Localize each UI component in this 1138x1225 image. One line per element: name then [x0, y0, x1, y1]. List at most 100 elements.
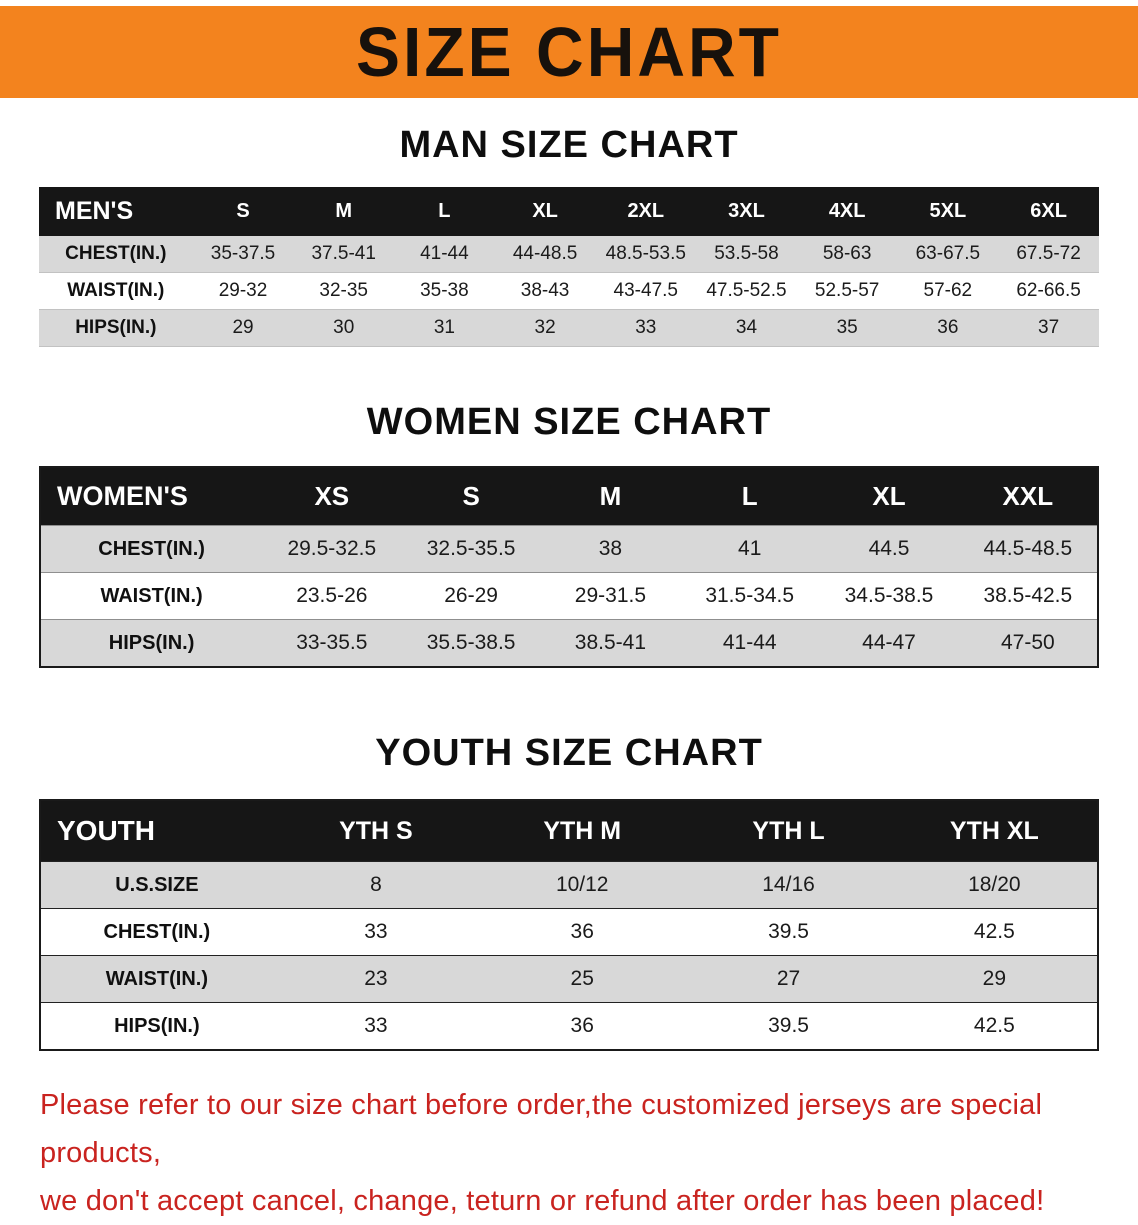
size-chart-banner: SIZE CHART: [0, 6, 1138, 98]
value-cell: 39.5: [768, 1014, 809, 1037]
row-label-cell: HIPS(IN.): [114, 1014, 200, 1037]
table-row: HIPS(IN.) 33-35.5 35.5-38.5 38.5-41 41-44 44-…: [40, 619, 1098, 667]
value-cell: 29-32: [218, 280, 268, 301]
men-size-chart-heading: MAN SIZE CHART: [399, 124, 739, 166]
size-header-cell: XXL: [958, 467, 1098, 526]
value-cell: 35.5-38.5: [426, 631, 516, 654]
value-cell: 26-29: [444, 584, 498, 607]
value-cell: 47-50: [1000, 631, 1055, 654]
value-cell: 48.5-53.5: [605, 243, 686, 264]
row-label-cell: CHEST(IN.): [103, 920, 211, 943]
disclaimer-line-1: Please refer to our size chart before or…: [40, 1089, 1043, 1169]
value-cell: 29-31.5: [574, 584, 647, 607]
value-cell: 38.5-42.5: [983, 584, 1073, 607]
value-cell: 67.5-72: [1016, 243, 1081, 264]
value-cell: 38: [598, 537, 623, 560]
table-title-cell: WOMEN'S: [40, 467, 263, 526]
value-cell: 33: [364, 920, 388, 943]
size-header-cell: 5XL: [897, 187, 999, 236]
women-table-header-row: WOMEN'S XS S M L XL XXL: [40, 467, 1098, 526]
value-cell: 31: [433, 317, 455, 338]
value-cell: 36: [570, 1014, 594, 1037]
men-size-table: MEN'S S M L XL 2XL 3XL 4XL 5XL 6XL CHEST(IN.) 35-3…: [39, 187, 1099, 347]
size-header-cell: 3XL: [696, 187, 797, 236]
value-cell: 44.5-48.5: [983, 537, 1073, 560]
value-cell: 35-37.5: [210, 243, 276, 264]
value-cell: 27: [776, 967, 801, 990]
value-cell: 29: [982, 967, 1007, 990]
value-cell: 37.5-41: [311, 243, 376, 264]
value-cell: 10/12: [555, 873, 609, 896]
value-cell: 36: [937, 317, 959, 338]
size-header-cell: S: [401, 467, 541, 526]
women-size-table: WOMEN'S XS S M L XL XXL CHEST(IN.) 29.5-32.5 32.…: [39, 466, 1099, 668]
value-cell: 39.5: [768, 920, 809, 943]
youth-table-header-row: YOUTH YTH S YTH M YTH L YTH XL: [40, 800, 1098, 862]
table-row: CHEST(IN.) 33 36 39.5 42.5: [40, 908, 1098, 956]
value-cell: 43-47.5: [613, 280, 678, 301]
value-cell: 37: [1038, 317, 1060, 338]
value-cell: 38-43: [520, 280, 570, 301]
youth-size-chart-heading: YOUTH SIZE CHART: [375, 732, 763, 774]
size-chart-title: SIZE CHART: [356, 13, 782, 91]
value-cell: 32.5-35.5: [426, 537, 516, 560]
table-row: CHEST(IN.) 29.5-32.5 32.5-35.5 38 41 44.5 44.5…: [40, 525, 1098, 573]
value-cell: 14/16: [762, 873, 815, 896]
men-size-chart-section: MAN SIZE CHART MEN'S S M L XL 2XL 3XL 4XL 5XL 6XL…: [0, 124, 1138, 347]
value-cell: 38.5-41: [574, 631, 647, 654]
value-cell: 58-63: [822, 243, 872, 264]
size-header-cell: YTH L: [685, 800, 892, 862]
youth-size-table: YOUTH YTH S YTH M YTH L YTH XL U.S.SIZE 8 10/1…: [39, 799, 1099, 1051]
value-cell: 57-62: [923, 280, 973, 301]
size-header-cell: L: [394, 187, 495, 236]
size-header-cell: YTH S: [272, 800, 480, 862]
table-row: WAIST(IN.) 29-32 32-35 35-38 38-43 43-47.5 47.…: [39, 272, 1099, 310]
value-cell: 41: [738, 537, 762, 560]
row-label-cell: CHEST(IN.): [65, 243, 167, 264]
value-cell: 35: [836, 317, 858, 338]
value-cell: 35-38: [420, 280, 469, 301]
table-row: CHEST(IN.) 35-37.5 37.5-41 41-44 44-48.5 48.5…: [39, 236, 1099, 273]
disclaimer-line-2: we don't accept cancel, change, teturn o…: [40, 1185, 1045, 1217]
value-cell: 52.5-57: [814, 280, 880, 301]
size-header-cell: 6XL: [998, 187, 1099, 236]
size-header-cell: S: [192, 187, 294, 236]
table-row: U.S.SIZE 8 10/12 14/16 18/20: [40, 861, 1098, 909]
value-cell: 33: [635, 317, 657, 338]
value-cell: 23.5-26: [296, 584, 368, 607]
value-cell: 41-44: [420, 243, 469, 264]
value-cell: 41-44: [722, 631, 777, 654]
size-header-cell: M: [540, 467, 681, 526]
size-header-cell: 2XL: [595, 187, 697, 236]
row-label-cell: HIPS(IN.): [108, 631, 195, 654]
table-title-cell: YOUTH: [40, 800, 273, 862]
size-header-cell: XL: [494, 187, 596, 236]
women-size-chart-heading: WOMEN SIZE CHART: [366, 401, 772, 443]
men-table-header-row: MEN'S S M L XL 2XL 3XL 4XL 5XL 6XL: [39, 187, 1099, 236]
table-row: HIPS(IN.) 29 30 31 32 33 34 35 36 37: [39, 309, 1099, 347]
value-cell: 42.5: [973, 1014, 1015, 1037]
value-cell: 29: [232, 317, 254, 338]
value-cell: 25: [570, 967, 594, 990]
value-cell: 62-66.5: [1016, 280, 1081, 301]
value-cell: 44-47: [862, 631, 916, 654]
value-cell: 36: [570, 920, 594, 943]
value-cell: 44-48.5: [512, 243, 578, 264]
size-header-cell: YTH XL: [891, 800, 1098, 862]
value-cell: 29.5-32.5: [287, 537, 377, 560]
size-header-cell: XS: [262, 467, 402, 526]
value-cell: 18/20: [968, 873, 1021, 896]
value-cell: 33-35.5: [296, 631, 368, 654]
value-cell: 63-67.5: [915, 243, 981, 264]
value-cell: 8: [370, 873, 382, 896]
value-cell: 53.5-58: [714, 243, 779, 264]
row-label-cell: HIPS(IN.): [75, 317, 157, 338]
value-cell: 44.5: [868, 537, 910, 560]
women-size-chart-section: WOMEN SIZE CHART WOMEN'S XS S M L XL XXL CHEST…: [0, 401, 1138, 668]
value-cell: 34: [735, 317, 758, 338]
youth-size-chart-section: YOUTH SIZE CHART YOUTH YTH S YTH M YTH L YTH…: [0, 732, 1138, 1051]
table-row: HIPS(IN.) 33 36 39.5 42.5: [40, 1002, 1098, 1050]
value-cell: 47.5-52.5: [706, 280, 787, 301]
size-header-cell: 4XL: [796, 187, 898, 236]
value-cell: 42.5: [973, 920, 1015, 943]
